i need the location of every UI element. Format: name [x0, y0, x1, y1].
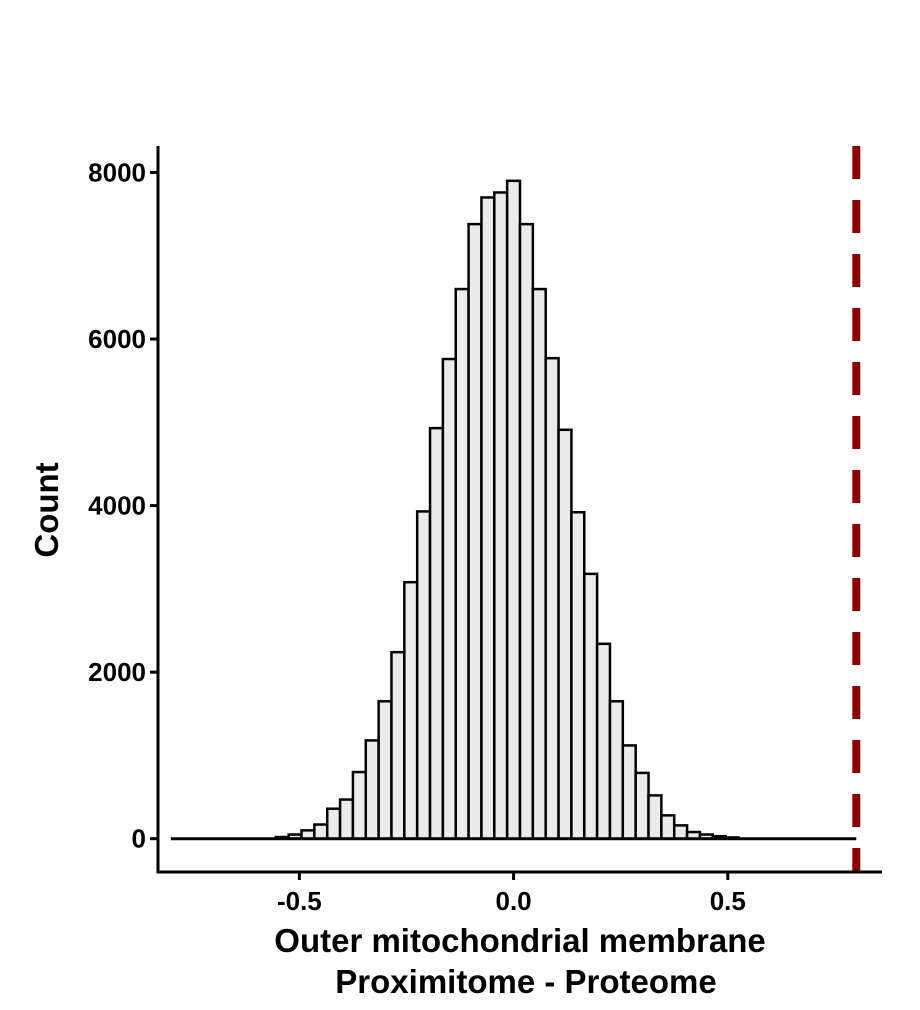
histogram-bar — [467, 222, 483, 840]
axes — [156, 146, 882, 874]
y-tick-label: 6000 — [88, 324, 146, 354]
histogram-bar — [518, 222, 535, 840]
histogram-bar — [583, 572, 599, 840]
histogram-bar — [364, 739, 380, 840]
x-axis-title-line-1: Outer mitochondrial membrane — [274, 922, 765, 959]
x-tick-label: 0.5 — [710, 886, 746, 916]
y-axis-title: Count — [28, 462, 65, 557]
histogram-bar — [660, 814, 676, 840]
chart-extras — [170, 146, 861, 872]
histogram-bar — [480, 196, 496, 840]
histogram-bar — [313, 823, 329, 840]
histogram-bar — [441, 357, 457, 840]
histogram-bar — [570, 510, 586, 840]
histogram-bar — [621, 744, 637, 840]
histogram-bar — [672, 824, 689, 840]
histogram-bar — [338, 798, 355, 840]
histogram-bar — [595, 642, 612, 840]
histogram-bar — [647, 794, 663, 840]
histogram-bar — [415, 510, 432, 840]
histogram-bar — [634, 771, 650, 840]
y-tick-label: 0 — [132, 824, 146, 854]
histogram-bar — [557, 428, 573, 840]
histogram-bar — [390, 650, 406, 840]
x-tick-label: -0.5 — [277, 886, 322, 916]
histogram-bar — [351, 770, 368, 840]
histogram-bar — [531, 287, 547, 840]
histogram-bar — [544, 356, 560, 840]
histogram-bar — [454, 287, 470, 840]
histogram-bars — [274, 179, 740, 840]
histogram-bar — [403, 580, 419, 840]
histogram-bar — [377, 700, 393, 840]
tick-marks: 0 2000 4000 6000 8000 -0.5 0.0 0.5 — [88, 157, 746, 916]
x-tick-label: 0.0 — [495, 886, 531, 916]
histogram-bar — [493, 191, 509, 840]
histogram-bar — [608, 700, 625, 840]
y-tick-label: 8000 — [88, 157, 146, 187]
histogram-bar — [505, 179, 522, 840]
histogram-bar — [428, 426, 445, 840]
y-tick-label: 2000 — [88, 657, 146, 687]
histogram-bar — [325, 807, 342, 840]
x-axis-title-line-2: Proximitome - Proteome — [335, 963, 716, 1000]
y-tick-label: 4000 — [88, 491, 146, 521]
